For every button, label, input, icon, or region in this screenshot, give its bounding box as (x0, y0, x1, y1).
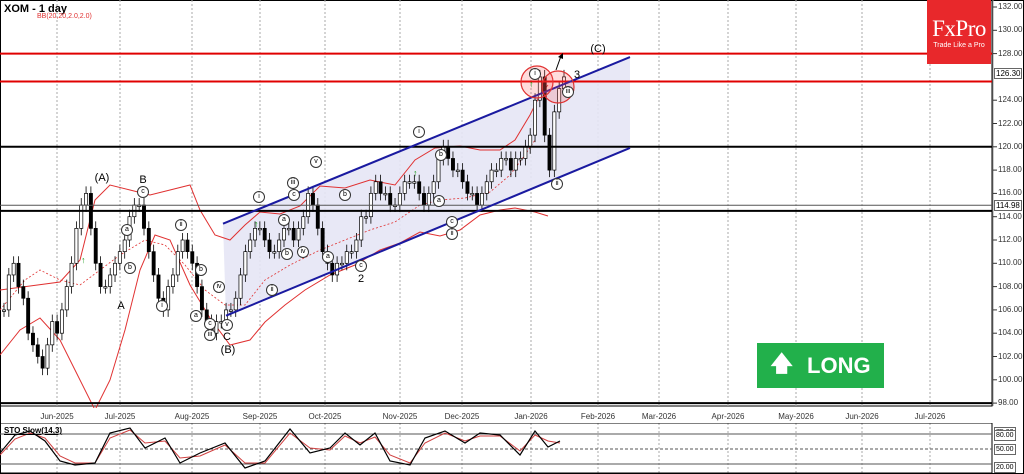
x-axis-label: Aug-2025 (174, 412, 210, 421)
wave-circle-label: b (195, 264, 207, 276)
logo-tagline: Trade Like a Pro (933, 42, 985, 49)
y-axis-label: 104.00 (998, 328, 1023, 338)
wave-circle-label: iii (287, 177, 299, 189)
y-axis-label: 130.00 (998, 25, 1023, 35)
stochastic-canvas (0, 423, 993, 474)
y-axis-label: 128.00 (998, 48, 1023, 58)
svg-text:↑: ↑ (81, 255, 86, 265)
wave-circle-label: i (253, 191, 265, 203)
wave-label: B (139, 174, 147, 186)
x-axis-label: Sep-2025 (242, 412, 278, 421)
svg-text:↑: ↑ (529, 79, 534, 89)
x-axis-label: Jun-2025 (40, 412, 74, 421)
y-axis-label: 122.00 (998, 118, 1023, 128)
wave-circle-label: i (529, 68, 541, 80)
logo-brand: FxPro (932, 16, 986, 41)
wave-circle-label: a (190, 310, 202, 322)
wave-circle-label: i (156, 300, 168, 312)
svg-text:↑: ↑ (413, 168, 418, 178)
y-axis-label: 116.00 (998, 188, 1022, 198)
signal-label: LONG (807, 352, 871, 378)
x-axis-label: Jan-2026 (514, 412, 548, 421)
x-axis-label: Jul-2025 (104, 412, 136, 421)
wave-circle-label: v (221, 319, 233, 331)
y-axis-label: 110.00 (998, 258, 1022, 268)
wave-circle-label: i (413, 126, 425, 138)
x-axis-label: Jun-2026 (845, 412, 879, 421)
stochastic-label: STO Slow(14,3) (4, 426, 63, 435)
y-axis-label: 102.00 (998, 351, 1023, 361)
y-axis-label: 124.00 (998, 95, 1023, 105)
x-axis-label: Apr-2026 (711, 412, 745, 421)
wave-circle-label: ii (446, 228, 458, 240)
wave-circle-label: iii (562, 86, 574, 98)
wave-circle-label: b (281, 248, 293, 260)
svg-text:↑: ↑ (254, 219, 259, 229)
x-axis-label: Nov-2025 (382, 412, 418, 421)
wave-label: (B) (220, 344, 236, 356)
wave-circle-label: c (446, 216, 458, 228)
wave-label: (A) (94, 172, 110, 184)
stochastic-level-label: 50.00 (994, 444, 1016, 455)
y-axis-label: 100.00 (998, 374, 1023, 384)
y-axis-label: 132.00 (998, 2, 1023, 11)
y-axis-label: 98.00 (998, 398, 1019, 408)
wave-circle-label: c (355, 260, 367, 272)
x-axis-label: May-2026 (778, 412, 814, 421)
wave-circle-label: iv (213, 281, 225, 293)
wave-circle-label: ii (266, 284, 278, 296)
y-axis-label: 118.00 (998, 165, 1022, 175)
wave-circle-label: c (137, 186, 149, 198)
wave-circle-label: ii (175, 219, 187, 231)
wave-circle-label: a (278, 214, 290, 226)
fxpro-logo: FxPro Trade Like a Pro (927, 0, 991, 64)
stochastic-level-label: 80.00 (994, 430, 1016, 441)
arrow-up-icon: 🡅 (770, 350, 794, 376)
wave-circle-label: b (124, 262, 136, 274)
chart-title: XOM - 1 day (4, 3, 67, 15)
wave-label: 3 (573, 69, 581, 81)
stochastic-level-label: 20.00 (994, 462, 1016, 473)
wave-circle-label: iv (297, 246, 309, 258)
wave-circle-label: a (433, 195, 445, 207)
wave-circle-label: a (121, 224, 133, 236)
wave-circle-label: a (322, 251, 334, 263)
wave-circle-label: b (339, 189, 351, 201)
wave-label: A (117, 300, 125, 312)
x-axis-label: Mar-2026 (641, 412, 677, 421)
wave-label: 2 (357, 273, 365, 285)
y-axis-label: 106.00 (998, 304, 1023, 314)
x-axis-label: Dec-2025 (444, 412, 480, 421)
x-axis-label: Jul-2026 (914, 412, 946, 421)
y-axis-label: 120.00 (998, 141, 1023, 151)
y-axis-label: 108.00 (998, 281, 1023, 291)
y-axis-label: 114.00 (998, 211, 1022, 221)
x-axis-label: Oct-2025 (308, 412, 342, 421)
wave-circle-label: b (435, 149, 447, 161)
wave-circle-label: v (310, 156, 322, 168)
price-marker: 114.98 (994, 200, 1022, 212)
bollinger-label: BB(20,20,2.0,2.0) (37, 13, 92, 20)
price-marker: 126.30 (994, 68, 1023, 80)
long-signal-badge: 🡅 LONG (757, 343, 884, 388)
y-axis-label: 112.00 (998, 235, 1022, 244)
wave-circle-label: c (288, 189, 300, 201)
x-axis-label: Feb-2026 (580, 412, 616, 421)
wave-circle-label: iii (204, 329, 216, 341)
wave-label: (C) (590, 43, 606, 55)
stochastic-panel[interactable] (0, 423, 1024, 474)
wave-circle-label: ii (551, 178, 563, 190)
wave-label: C (223, 331, 231, 343)
